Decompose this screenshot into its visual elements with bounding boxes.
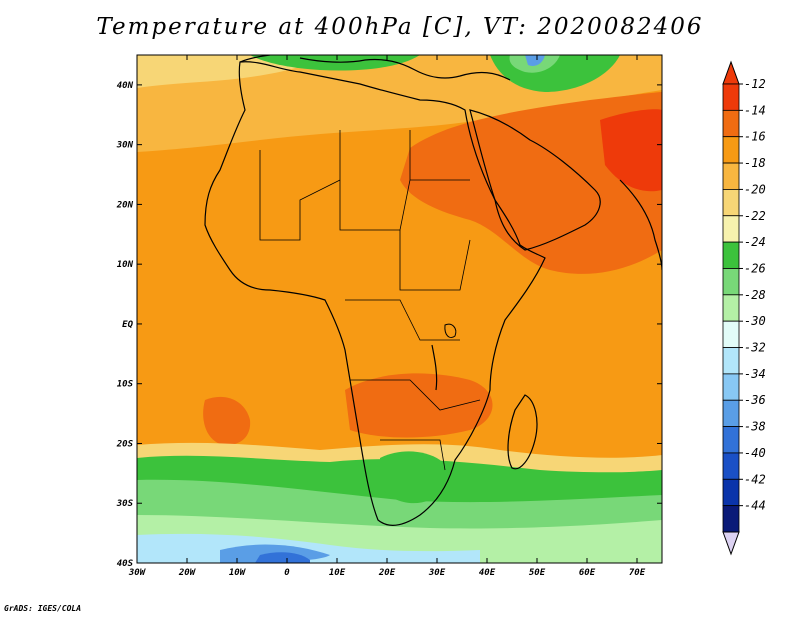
x-tick-label: 60E	[579, 568, 596, 578]
x-tick-label: 20W	[178, 568, 197, 578]
colorbar-swatch	[722, 215, 740, 243]
colorbar-swatch	[722, 162, 740, 190]
colorbar-label: -34	[744, 367, 766, 381]
y-tick-label: 10N	[117, 260, 134, 270]
field-hot-atlantic	[203, 396, 251, 445]
colorbar-swatch	[722, 426, 740, 454]
y-tick-label: 20N	[116, 200, 134, 210]
map-title: Temperature at 400hPa [C], VT: 202008240…	[96, 14, 704, 40]
colorbar-swatch	[722, 294, 740, 322]
colorbar-swatch	[722, 109, 740, 138]
colorbar-label: -30	[744, 314, 766, 328]
credit-text: GrADS: IGES/COLA	[4, 604, 82, 613]
colorbar-label: -24	[744, 235, 766, 249]
colorbar-label: -22	[744, 209, 766, 223]
colorbar-swatch	[722, 189, 740, 217]
colorbar-swatch	[722, 478, 740, 507]
y-axis: 40S 30S 20S 10S EQ 10N 20N 30N 40N	[116, 81, 662, 569]
colorbar-label: -38	[744, 420, 766, 434]
field-hottest	[600, 109, 662, 192]
y-tick-label: 40N	[117, 81, 134, 91]
x-tick-label: 40E	[479, 568, 496, 578]
colorbar-label: -26	[744, 261, 766, 275]
field-hot-arabia	[400, 92, 662, 274]
madagascar-coastline	[507, 394, 538, 470]
y-tick-label: 20S	[116, 439, 134, 449]
x-tick-label: 10W	[229, 568, 247, 578]
colorbar-label: -40	[744, 446, 766, 460]
y-tick-label: 40S	[117, 559, 134, 569]
colorbar-label: -32	[744, 341, 766, 355]
colorbar-label: -16	[744, 130, 766, 144]
temperature-field	[137, 55, 662, 563]
x-tick-label: 50E	[529, 568, 546, 578]
field-south-deepblue	[255, 552, 310, 563]
plot-frame	[136, 54, 663, 564]
colorbar-swatch	[722, 320, 740, 348]
colorbar-label: -20	[744, 182, 766, 196]
y-tick-label: 30N	[116, 141, 134, 151]
colorbar-swatch	[722, 373, 740, 401]
x-tick-label: 20E	[378, 568, 396, 578]
colorbar: -12 -14 -16 -18 -20 -22 -24 -26 -28 -30 -32 -34 -36 -…	[722, 60, 766, 556]
colorbar-swatch	[722, 399, 740, 427]
x-tick-label: 0	[284, 568, 290, 578]
field-north-blue	[525, 55, 545, 66]
colorbar-label: -28	[744, 288, 766, 302]
country-borders	[259, 130, 481, 471]
field-safrica-green	[380, 451, 447, 504]
y-tick-label: 30S	[116, 499, 134, 509]
colorbar-swatch	[722, 136, 740, 164]
colorbar-top-arrow	[722, 60, 740, 85]
colorbar-label: -14	[744, 103, 766, 117]
arabia-coastline	[469, 109, 601, 251]
colorbar-swatch	[722, 83, 740, 111]
colorbar-swatch	[722, 347, 740, 375]
y-tick-label: EQ	[122, 320, 133, 330]
x-tick-label: 30E	[428, 568, 446, 578]
colorbar-bottom-arrow	[722, 531, 740, 556]
y-tick-label: 10S	[117, 380, 134, 390]
x-axis: 30W 20W 10W 0 10E 20E 30E 40E 50E 60E 70E	[128, 55, 646, 578]
africa-coastline	[204, 61, 546, 527]
lake-tanganyika	[431, 344, 438, 391]
colorbar-label: -18	[744, 156, 766, 170]
colorbar-swatch	[722, 241, 740, 269]
x-tick-label: 30W	[128, 568, 147, 578]
lake-victoria	[444, 323, 457, 339]
colorbar-label: -44	[744, 499, 766, 513]
colorbar-label: -42	[744, 472, 766, 486]
colorbar-swatch	[722, 505, 740, 533]
colorbar-swatch	[722, 452, 740, 480]
colorbar-label: -12	[744, 77, 766, 91]
x-tick-label: 70E	[629, 568, 646, 578]
colorbar-swatch	[722, 268, 740, 296]
colorbar-label: -36	[744, 393, 766, 407]
x-tick-label: 10E	[329, 568, 346, 578]
field-hot-south	[345, 373, 493, 438]
